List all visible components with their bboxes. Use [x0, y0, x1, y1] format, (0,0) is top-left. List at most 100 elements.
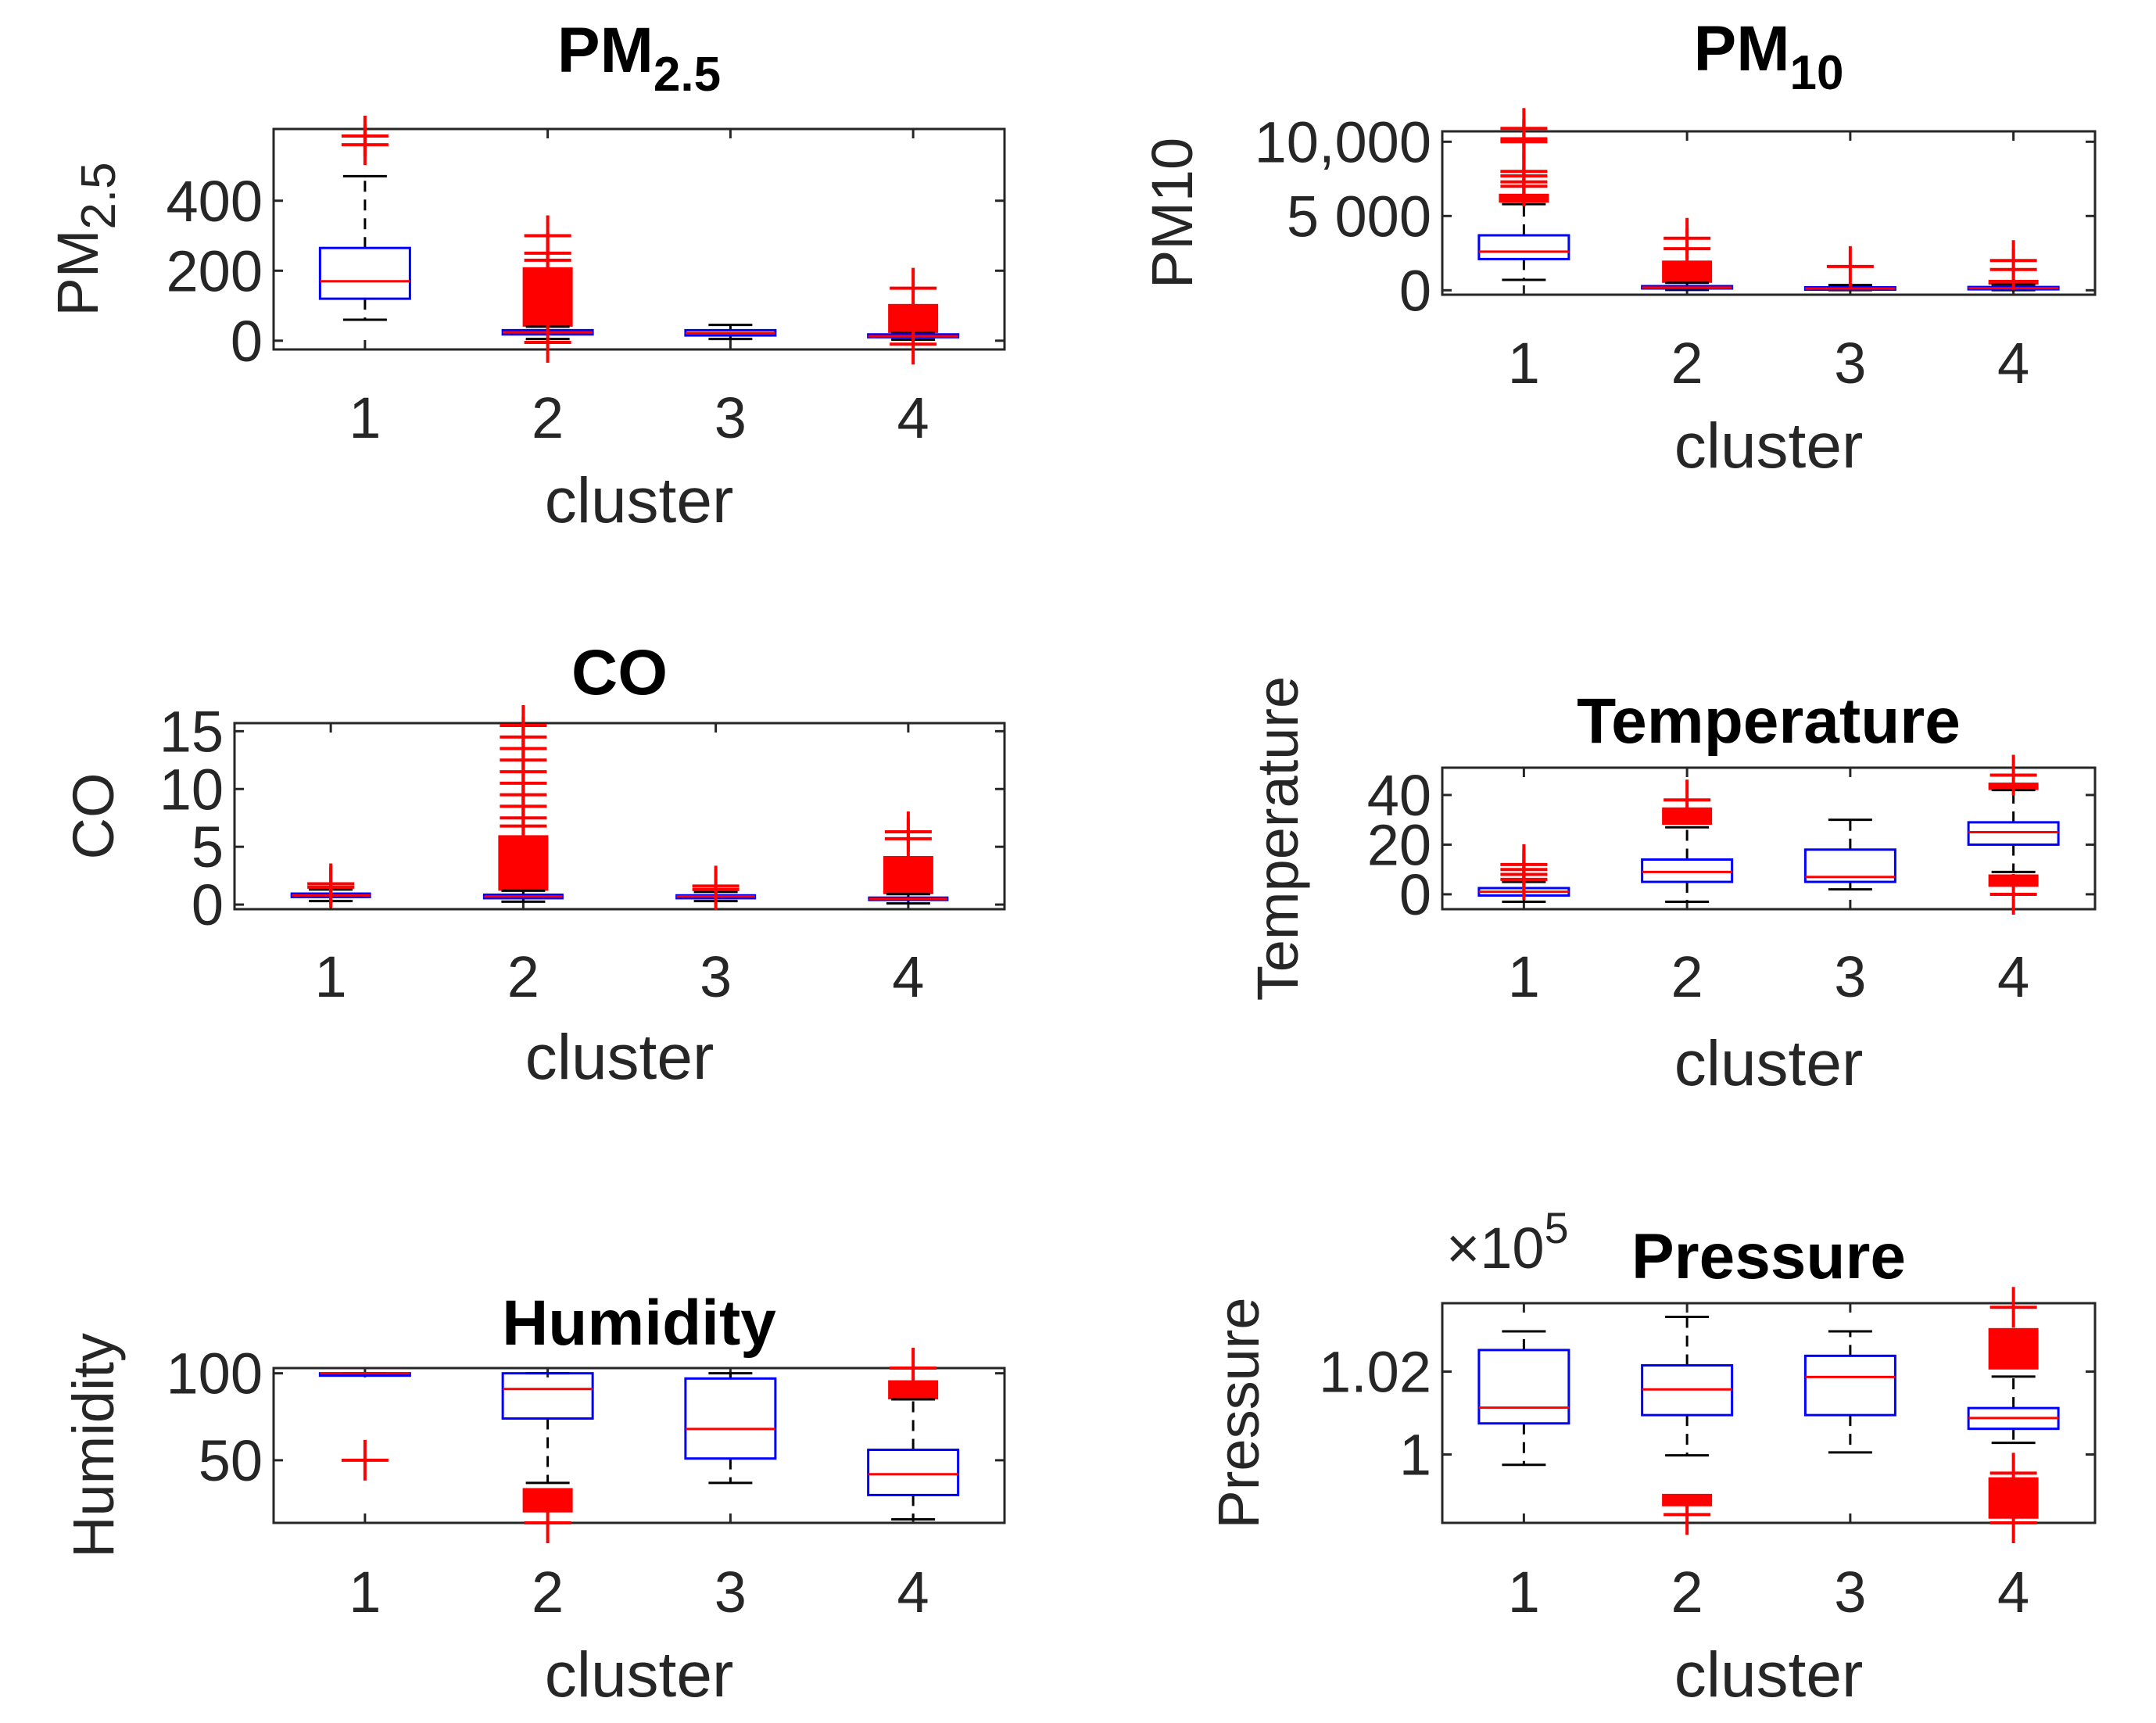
- x-tick-label: 1: [349, 385, 381, 450]
- box-cluster-4: [1967, 240, 2060, 292]
- y-tick-label: 5: [192, 815, 224, 879]
- x-tick-label: 4: [1997, 1560, 2029, 1624]
- x-tick-label: 2: [532, 1560, 564, 1624]
- y-tick-label: 100: [167, 1342, 263, 1406]
- x-tick-label: 1: [1508, 1560, 1540, 1624]
- y-tick-label: 1.02: [1319, 1339, 1431, 1404]
- x-tick-label: 2: [1671, 331, 1703, 396]
- subplot-title: Temperature: [1577, 686, 1961, 757]
- box-iqr: [1641, 858, 1734, 883]
- box-cluster-3: [684, 324, 777, 341]
- box-iqr: [1967, 821, 2060, 846]
- subplot-6: 1 1.02 1 2 3 4 cluster Pressure Pressure ×105: [1206, 1203, 2097, 1710]
- axes-frame: [1441, 1302, 2097, 1524]
- x-axis-label: cluster: [1674, 410, 1864, 482]
- subplot-5: 50 100 1 2 3 4 cluster Humidity Humidity: [61, 1288, 1006, 1710]
- y-axis-label: Temperature: [1245, 676, 1310, 1001]
- x-axis-label: cluster: [545, 465, 734, 536]
- box-cluster-1: [1477, 844, 1570, 903]
- y-tick-label: 10: [159, 757, 224, 822]
- y-tick-label: 0: [231, 309, 263, 374]
- subplot-title-subscript: 10: [1790, 46, 1844, 100]
- x-tick-label: 4: [897, 385, 929, 450]
- y-tick-label: 20: [1367, 812, 1431, 877]
- y-exponent-label: ×105: [1446, 1203, 1569, 1281]
- y-axis-label: Humidity: [61, 1333, 126, 1558]
- box-iqr: [684, 1377, 777, 1460]
- box-cluster-3: [684, 1372, 777, 1485]
- box-cluster-1: [290, 863, 371, 908]
- box-iqr: [1477, 1349, 1570, 1425]
- box-cluster-3: [675, 865, 757, 910]
- box-cluster-4: [1967, 754, 2060, 915]
- y-tick-label: 0: [1399, 258, 1431, 323]
- x-tick-label: 3: [700, 944, 732, 1009]
- x-tick-label: 1: [1508, 944, 1540, 1009]
- y-exponent-power: 5: [1545, 1203, 1569, 1252]
- subplot-title-subscript: 2.5: [654, 48, 721, 102]
- y-axis-label: Pressure: [1206, 1297, 1271, 1528]
- axes-frame: [272, 1367, 1006, 1524]
- x-tick-label: 3: [1834, 1560, 1866, 1624]
- x-tick-label: 4: [897, 1560, 929, 1624]
- y-tick-label: 5 000: [1287, 184, 1431, 249]
- box-cluster-2: [482, 704, 564, 903]
- box-iqr: [1803, 1354, 1896, 1417]
- box-cluster-4: [867, 267, 960, 365]
- box-iqr: [1803, 848, 1896, 883]
- x-tick-label: 4: [1997, 331, 2029, 396]
- axes-frame: [1441, 130, 2097, 296]
- box-iqr: [318, 246, 411, 300]
- box-cluster-4: [1967, 1287, 2060, 1543]
- x-tick-label: 1: [349, 1560, 381, 1624]
- box-cluster-2: [1641, 1315, 1734, 1535]
- y-axis-label-subscript: 2.5: [72, 162, 126, 229]
- x-tick-label: 4: [1997, 944, 2029, 1009]
- y-axis-label: PM2.5: [45, 162, 126, 316]
- subplot-title: PM10: [1694, 13, 1844, 100]
- axes-frame: [233, 722, 1006, 911]
- outlier-band: [1988, 1327, 2039, 1370]
- subplot-title: CO: [571, 637, 668, 708]
- y-tick-label: 0: [1399, 862, 1431, 927]
- box-cluster-1: [318, 1372, 411, 1481]
- x-tick-label: 1: [1508, 331, 1540, 396]
- box-cluster-4: [867, 1348, 960, 1521]
- x-axis-label: cluster: [545, 1639, 734, 1710]
- box-cluster-2: [1641, 779, 1734, 903]
- box-cluster-2: [501, 1372, 594, 1543]
- y-tick-label: 1: [1399, 1423, 1431, 1488]
- y-tick-label: 0: [192, 872, 224, 937]
- y-tick-label: 10,000: [1255, 109, 1431, 174]
- subplot-title: Humidity: [502, 1288, 776, 1359]
- axes-frame: [1441, 766, 2097, 911]
- x-tick-label: 3: [714, 1560, 747, 1624]
- box-iqr: [1477, 234, 1570, 260]
- y-tick-label: 50: [199, 1428, 263, 1493]
- subplot-title: PM2.5: [557, 15, 721, 102]
- y-tick-label: 15: [159, 699, 224, 764]
- box-cluster-3: [1803, 1330, 1896, 1454]
- x-tick-label: 2: [1671, 944, 1703, 1009]
- x-tick-label: 3: [714, 385, 747, 450]
- box-cluster-2: [1641, 217, 1734, 292]
- outlier-band: [883, 856, 933, 894]
- axes-frame: [272, 127, 1006, 351]
- x-tick-label: 2: [507, 944, 539, 1009]
- box-cluster-3: [1803, 819, 1896, 891]
- box-iqr: [501, 1372, 594, 1420]
- box-cluster-1: [1477, 108, 1570, 281]
- subplot-title: Pressure: [1631, 1221, 1906, 1292]
- x-tick-label: 3: [1834, 944, 1866, 1009]
- box-cluster-3: [1803, 245, 1896, 292]
- x-tick-label: 1: [315, 944, 347, 1009]
- x-axis-label: cluster: [1674, 1028, 1864, 1099]
- x-tick-label: 2: [532, 385, 564, 450]
- box-iqr: [867, 1449, 960, 1496]
- x-tick-label: 2: [1671, 1560, 1703, 1624]
- subplot-2: 0 5 000 10,000 1 2 3 4 cluster PM10 PM10: [1140, 13, 2097, 482]
- x-tick-label: 3: [1834, 331, 1866, 396]
